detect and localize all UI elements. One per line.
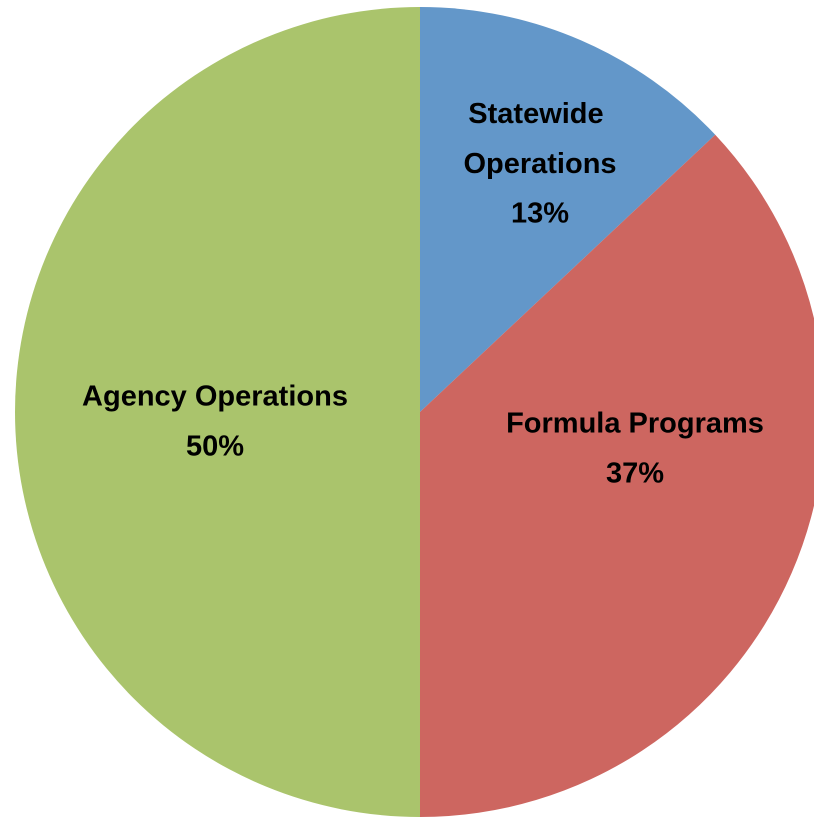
value-label: 37% [606, 458, 664, 490]
value-label: 13% [511, 198, 569, 230]
pie-slice [420, 134, 814, 817]
slice-label: Statewide Operations [463, 98, 616, 180]
slice-label: Formula Programs [506, 408, 764, 440]
pie-slice [420, 7, 716, 412]
value-label: 50% [186, 431, 244, 463]
slice-label: Agency Operations [82, 381, 348, 413]
pie-slice [15, 7, 420, 817]
